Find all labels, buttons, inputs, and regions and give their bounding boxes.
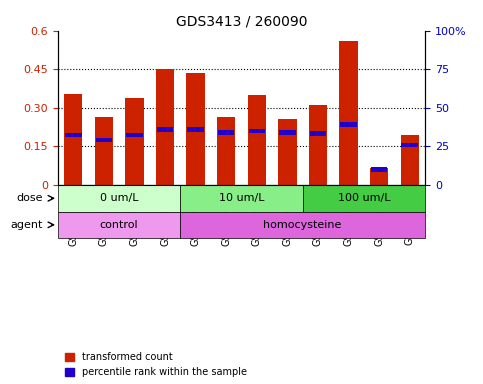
Legend: transformed count, percentile rank within the sample: transformed count, percentile rank withi…	[63, 350, 249, 379]
Bar	[370, 168, 388, 185]
Bar	[340, 41, 358, 185]
Bar	[187, 127, 204, 132]
FancyBboxPatch shape	[180, 212, 425, 238]
FancyBboxPatch shape	[180, 185, 303, 212]
FancyBboxPatch shape	[303, 185, 425, 212]
Text: 100 um/L: 100 um/L	[338, 193, 390, 203]
Bar	[217, 117, 235, 185]
Text: dose: dose	[16, 193, 43, 203]
Bar	[65, 132, 82, 137]
Text: 10 um/L: 10 um/L	[219, 193, 264, 203]
Bar	[401, 143, 418, 147]
Text: homocysteine: homocysteine	[264, 220, 342, 230]
Bar	[218, 130, 234, 135]
Bar	[400, 135, 419, 185]
Bar	[126, 132, 142, 137]
Bar	[371, 167, 387, 172]
Bar	[278, 119, 297, 185]
Bar	[64, 94, 83, 185]
Bar	[96, 138, 112, 142]
Bar	[310, 131, 326, 136]
Text: control: control	[100, 220, 139, 230]
Text: 0 um/L: 0 um/L	[100, 193, 139, 203]
FancyBboxPatch shape	[58, 212, 180, 238]
Bar	[125, 98, 143, 185]
Bar	[309, 105, 327, 185]
Bar	[186, 73, 205, 185]
Bar	[249, 129, 265, 133]
FancyBboxPatch shape	[58, 185, 180, 212]
Bar	[248, 95, 266, 185]
Bar	[157, 127, 173, 132]
Bar	[156, 69, 174, 185]
Bar	[95, 117, 113, 185]
Bar	[341, 122, 357, 127]
Text: agent: agent	[10, 220, 43, 230]
Title: GDS3413 / 260090: GDS3413 / 260090	[176, 14, 307, 28]
Bar	[279, 130, 296, 135]
